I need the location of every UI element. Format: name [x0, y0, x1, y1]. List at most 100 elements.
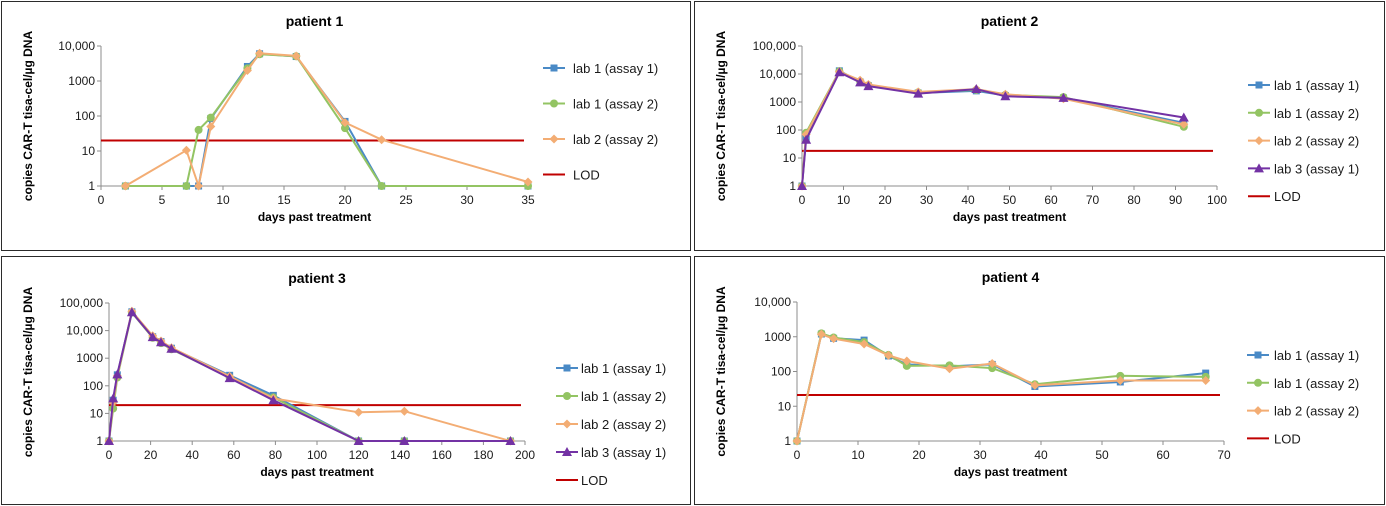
chart-title: patient 3 — [288, 270, 346, 286]
legend-marker — [550, 99, 558, 108]
legend-label: lab 1 (assay 1) — [1274, 78, 1359, 93]
data-point — [792, 436, 802, 446]
chart-svg: patient 4 1 10 100 1000 10,000 0 10 20 30 40 50 60 70… — [714, 269, 1359, 479]
x-tick-label: 10 — [216, 193, 230, 207]
x-tick-label: 30 — [460, 193, 474, 207]
x-tick-label: 15 — [277, 193, 291, 207]
data-point — [206, 122, 216, 132]
data-point — [523, 177, 533, 187]
y-tick-label: 10 — [783, 151, 797, 165]
data-point — [816, 329, 826, 339]
series-lab-2-assay-2 — [104, 306, 515, 446]
series-lab-1-assay-1 — [793, 330, 1210, 445]
data-point — [902, 356, 912, 366]
chart-title: patient 4 — [982, 269, 1040, 285]
x-tick-label: 0 — [794, 448, 801, 462]
y-tick-label: 1 — [784, 434, 791, 448]
legend-label: lab 1 (assay 2) — [1274, 376, 1359, 391]
series-line — [108, 309, 511, 442]
legend-marker — [1254, 163, 1264, 173]
series-line — [801, 69, 1185, 187]
y-axis-label: copies CAR-T tisa-cel/µg DNA — [714, 286, 728, 457]
x-axis-label: days past treatment — [260, 465, 373, 479]
data-point — [1116, 371, 1125, 380]
legend-label: LOD — [573, 168, 600, 183]
y-tick-label: 10 — [82, 144, 96, 158]
legend-marker — [1254, 378, 1262, 387]
legend-label: lab 1 (assay 1) — [581, 361, 666, 376]
x-tick-label: 40 — [186, 448, 200, 462]
series-lab-1-assay-2 — [121, 50, 532, 190]
series-lab-2-assay-2 — [120, 48, 533, 191]
x-tick-label: 60 — [1044, 193, 1058, 207]
y-tick-label: 10,000 — [66, 324, 103, 338]
legend-label: lab 2 (assay 2) — [1274, 134, 1359, 149]
legend-label: LOD — [1274, 189, 1301, 204]
legend-marker — [562, 419, 572, 429]
legend-marker — [563, 392, 571, 400]
y-tick-label: 1 — [88, 179, 95, 193]
legend-label: lab 1 (assay 2) — [573, 97, 658, 112]
data-point — [797, 181, 807, 190]
x-tick-label: 80 — [1127, 193, 1141, 207]
legend-label: lab 3 (assay 1) — [1274, 161, 1359, 176]
data-point — [181, 145, 191, 155]
data-point — [1030, 380, 1040, 390]
legend-marker — [563, 364, 571, 372]
legend: lab 1 (assay 1) lab 1 (assay 2) lab 2 (ass… — [556, 361, 666, 488]
legend-marker — [1254, 136, 1264, 146]
data-point — [884, 350, 893, 360]
series-line — [108, 310, 511, 442]
data-point — [971, 84, 982, 94]
x-tick-label: 35 — [521, 193, 535, 207]
series-line — [108, 309, 511, 442]
x-tick-label: 200 — [515, 448, 535, 462]
x-tick-label: 30 — [920, 193, 934, 207]
series-line — [796, 332, 1206, 442]
data-point — [166, 343, 177, 353]
legend-marker — [562, 447, 572, 456]
data-point — [913, 88, 924, 98]
series-line — [796, 332, 1206, 442]
legend-label: lab 2 (assay 2) — [581, 417, 666, 432]
x-tick-label: 30 — [973, 448, 987, 462]
x-tick-label: 160 — [432, 448, 452, 462]
y-tick-label: 100 — [83, 379, 103, 393]
x-tick-label: 50 — [1095, 448, 1109, 462]
chart-title: patient 1 — [286, 13, 344, 29]
data-point — [1179, 119, 1189, 129]
data-point — [1000, 91, 1011, 101]
data-point — [147, 332, 158, 342]
data-point — [354, 407, 364, 417]
data-point — [268, 395, 279, 405]
x-tick-label: 20 — [878, 193, 892, 207]
series-lab-1-assay-1 — [121, 50, 532, 190]
x-tick-label: 0 — [98, 193, 105, 207]
data-point — [194, 125, 203, 134]
x-axis-label: days past treatment — [954, 465, 1067, 479]
chart-svg: patient 3 1 10 100 1000 10,000 100,000 0 20 40 60 8… — [21, 270, 666, 488]
x-tick-label: 0 — [799, 193, 806, 207]
x-tick-label: 10 — [851, 448, 865, 462]
data-point — [156, 337, 166, 347]
data-point — [340, 118, 350, 128]
legend-marker — [1253, 406, 1263, 416]
legend-marker — [1255, 108, 1263, 117]
y-tick-label: 10 — [90, 406, 104, 420]
series-line — [108, 310, 511, 442]
data-point — [120, 181, 130, 191]
data-point — [242, 65, 252, 75]
legend-label: lab 3 (assay 1) — [581, 445, 666, 460]
y-tick-label: 1 — [96, 434, 103, 448]
data-point — [126, 307, 137, 317]
data-point — [194, 181, 204, 191]
data-point — [863, 81, 874, 91]
y-tick-label: 10,000 — [754, 295, 791, 309]
x-tick-label: 60 — [227, 448, 241, 462]
x-tick-label: 90 — [1169, 193, 1183, 207]
data-point — [255, 48, 265, 58]
chart-panel-patient-2: patient 2 1 10 100 1000 10,000 100,000 0 10 20 30 4… — [694, 1, 1385, 251]
data-point — [399, 436, 410, 445]
legend-label: lab 2 (assay 2) — [1274, 404, 1359, 419]
data-point — [206, 113, 215, 122]
